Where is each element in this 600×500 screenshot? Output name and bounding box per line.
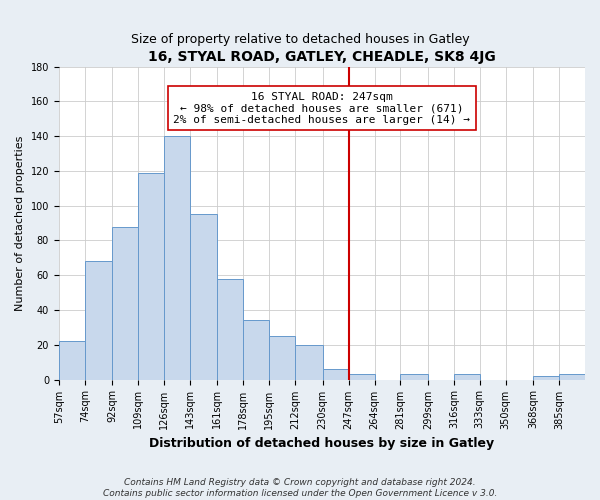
Bar (112, 226, 138, 380)
Text: 16 STYAL ROAD: 247sqm
← 98% of detached houses are smaller (671)
2% of semi-deta: 16 STYAL ROAD: 247sqm ← 98% of detached … (173, 92, 470, 125)
Y-axis label: Number of detached properties: Number of detached properties (15, 136, 25, 310)
Bar (85, 262, 112, 380)
Bar (269, 336, 295, 380)
X-axis label: Distribution of detached houses by size in Gatley: Distribution of detached houses by size … (149, 437, 494, 450)
Bar (244, 320, 269, 380)
Bar (138, 172, 164, 380)
Text: Size of property relative to detached houses in Gatley: Size of property relative to detached ho… (131, 32, 469, 46)
Bar (533, 376, 559, 380)
Text: Contains HM Land Registry data © Crown copyright and database right 2024.
Contai: Contains HM Land Registry data © Crown c… (103, 478, 497, 498)
Title: 16, STYAL ROAD, GATLEY, CHEADLE, SK8 4JG: 16, STYAL ROAD, GATLEY, CHEADLE, SK8 4JG (148, 50, 496, 64)
Bar (559, 374, 585, 380)
Bar (295, 345, 323, 380)
Bar (190, 214, 217, 380)
Bar (59, 342, 85, 380)
Bar (323, 369, 349, 380)
Bar (217, 278, 244, 380)
Bar (400, 374, 428, 380)
Bar (349, 374, 374, 380)
Bar (164, 136, 190, 380)
Bar (454, 374, 480, 380)
